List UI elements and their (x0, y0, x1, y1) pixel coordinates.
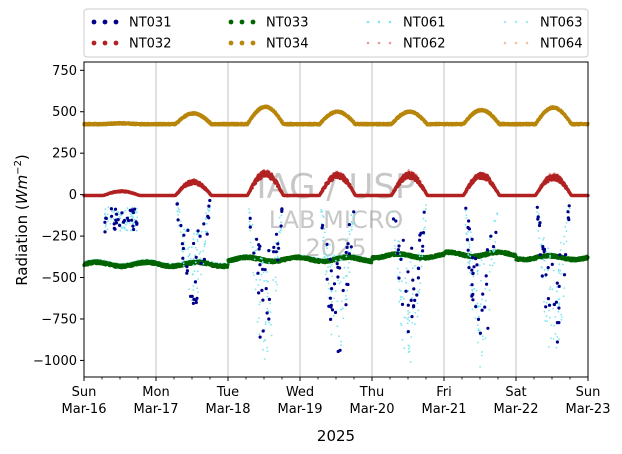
data-point (226, 263, 230, 267)
legend-marker (113, 40, 119, 46)
legend-label: NT064 (540, 37, 582, 52)
legend-marker (91, 19, 97, 25)
legend-label: NT061 (403, 16, 445, 31)
legend-marker (377, 20, 381, 24)
legend-item-nt061: NT061 (366, 16, 445, 31)
legend-marker (514, 41, 518, 45)
legend-item-nt032: NT032 (91, 37, 171, 52)
legend-marker (525, 20, 529, 24)
legend-label: NT063 (540, 16, 582, 31)
legend-label: NT031 (129, 16, 171, 31)
plot-area (84, 62, 588, 377)
legend-item-nt034: NT034 (228, 37, 308, 52)
series-layer (82, 104, 590, 368)
legend-item-nt062: NT062 (366, 37, 445, 52)
legend-marker (102, 19, 108, 25)
legend-marker (228, 40, 234, 46)
legend-label: NT032 (129, 37, 171, 52)
legend-marker (250, 40, 256, 46)
watermark-line-2: LAB MICRO (269, 206, 404, 234)
legend-label: NT062 (403, 37, 445, 52)
legend-marker (525, 41, 529, 45)
legend-marker (113, 19, 119, 25)
legend-item-nt064: NT064 (503, 37, 582, 52)
x-gridlines (155, 62, 517, 377)
legend-marker (91, 40, 97, 46)
legend-marker (503, 20, 507, 24)
legend-marker (503, 41, 507, 45)
legend-marker (514, 20, 518, 24)
legend-marker (239, 40, 245, 46)
legend-item-nt033: NT033 (228, 16, 308, 31)
legend-marker (250, 19, 256, 25)
legend: NT031 NT032 NT033 NT034 NT061 NT062 NT063 NT064 (83, 8, 589, 58)
legend-marker (388, 41, 392, 45)
legend-item-nt031: NT031 (91, 16, 171, 31)
legend-item-nt063: NT063 (503, 16, 582, 31)
legend-marker (377, 41, 381, 45)
legend-marker (239, 19, 245, 25)
legend-label: NT034 (266, 37, 308, 52)
legend-marker (366, 41, 370, 45)
series-nt033 (82, 249, 590, 270)
legend-marker (228, 19, 234, 25)
legend-label: NT033 (266, 16, 308, 31)
legend-marker (366, 20, 370, 24)
legend-marker (102, 40, 108, 46)
legend-marker (388, 20, 392, 24)
